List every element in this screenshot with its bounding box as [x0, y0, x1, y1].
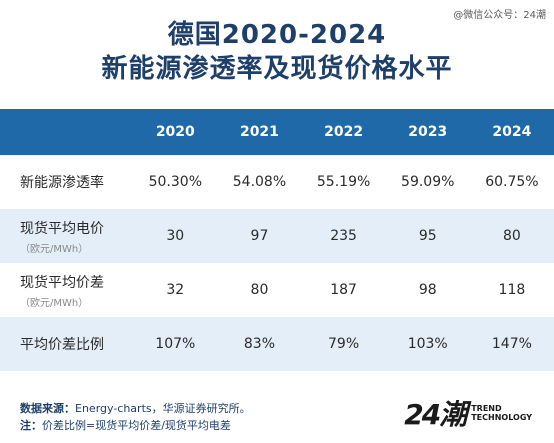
row-label: 新能源渗透率 — [0, 155, 133, 209]
table-cell: 103% — [407, 336, 448, 352]
watermark: @微信公众号：24潮 — [453, 10, 546, 21]
table-cell: 80 — [250, 282, 269, 298]
table-cell: 55.19% — [316, 174, 371, 190]
table-cell: 187 — [330, 282, 357, 298]
title-line-1: 德国2020-2024 — [167, 20, 387, 50]
table-row: 平均价差比例 107% 83% 79% 103% 147% — [0, 317, 554, 371]
table-cell: 32 — [166, 282, 185, 298]
table-cell: 83% — [243, 336, 275, 352]
data-table: 2020 2021 2022 2023 2024 新能源渗透率 50.30% 5… — [0, 109, 554, 371]
logo-text-line1: TREND — [471, 404, 502, 413]
row-label: 平均价差比例 — [0, 317, 133, 371]
footer-source: 数据来源：Energy-charts，华源证券研究所。 — [20, 400, 251, 417]
footer-note-label: 注： — [20, 419, 42, 432]
footer-source-text: Energy-charts，华源证券研究所。 — [75, 402, 251, 415]
row-label-text: 新能源渗透率 — [20, 175, 104, 191]
footer-note: 注：价差比例=现货平均价差/现货平均电差 — [20, 417, 251, 434]
table-cell: 235 — [330, 228, 357, 244]
title-line-2: 新能源渗透率及现货价格水平 — [101, 54, 453, 84]
table-cell: 50.30% — [148, 174, 202, 190]
table-row: 现货平均价差 （欧元/MWh） 32 80 187 98 118 — [0, 263, 554, 317]
table-cell: 97 — [250, 228, 269, 244]
row-label-unit: （欧元/MWh） — [20, 297, 89, 309]
table-cell: 54.08% — [232, 174, 287, 190]
title-block: 德国2020-2024 新能源渗透率及现货价格水平 — [0, 18, 554, 86]
row-label-unit: （欧元/MWh） — [20, 243, 89, 255]
table-row: 现货平均电价 （欧元/MWh） 30 97 235 95 80 — [0, 209, 554, 263]
table-header-row: 2020 2021 2022 2023 2024 — [0, 109, 554, 155]
header-cell-2022: 2022 — [324, 124, 364, 140]
table-cell: 118 — [498, 282, 526, 298]
table-cell: 98 — [418, 282, 437, 298]
header-cell-2024: 2024 — [492, 124, 532, 140]
row-label: 现货平均电价 （欧元/MWh） — [0, 209, 133, 263]
table-row: 新能源渗透率 50.30% 54.08% 55.19% 59.09% 60.75… — [0, 155, 554, 209]
row-label-text: 现货平均价差 — [20, 274, 104, 291]
logo-text: TREND TECHNOLOGY — [471, 404, 532, 422]
table-cell: 30 — [166, 228, 185, 244]
header-cell-empty — [0, 109, 133, 155]
table-cell: 79% — [328, 336, 360, 352]
row-label-text: 平均价差比例 — [20, 337, 104, 353]
footer-note-text: 价差比例=现货平均价差/现货平均电差 — [42, 419, 231, 432]
header-cell-2023: 2023 — [408, 124, 448, 140]
table-cell: 147% — [491, 336, 532, 352]
header-cell-2021: 2021 — [239, 124, 279, 140]
row-label-text: 现货平均电价 — [20, 220, 104, 237]
table-cell: 95 — [418, 228, 437, 244]
row-label: 现货平均价差 （欧元/MWh） — [0, 263, 133, 317]
table-cell: 107% — [155, 336, 196, 352]
footer-notes: 数据来源：Energy-charts，华源证券研究所。 注：价差比例=现货平均价… — [20, 400, 251, 434]
table-cell: 60.75% — [485, 174, 539, 190]
logo-text-line2: TECHNOLOGY — [471, 413, 532, 422]
header-cell-2020: 2020 — [155, 124, 195, 140]
logo-mark: 24潮 — [404, 398, 467, 431]
logo: 24潮 TREND TECHNOLOGY — [404, 395, 532, 431]
table-cell: 59.09% — [401, 174, 455, 190]
footer-source-label: 数据来源： — [20, 402, 75, 415]
table-cell: 80 — [502, 228, 521, 244]
